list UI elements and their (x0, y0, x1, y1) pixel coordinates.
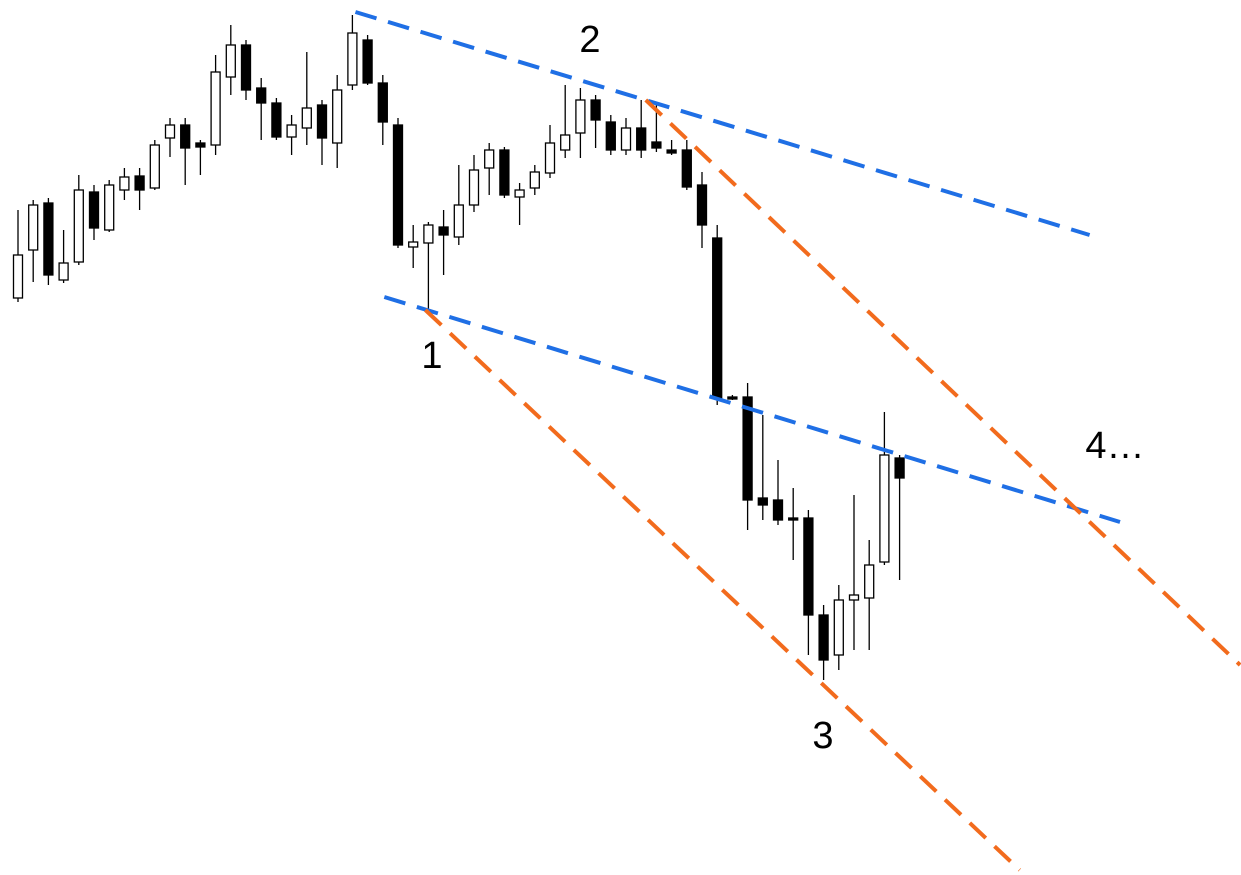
candle-body (590, 99, 601, 121)
candle-body (149, 144, 160, 189)
trendline (354, 10, 1091, 237)
candle-body (28, 204, 39, 251)
candle-body (104, 184, 115, 231)
candle-body (453, 204, 464, 238)
candle-body (848, 594, 860, 601)
annotation: 1 (421, 335, 442, 377)
candle-body (301, 107, 312, 129)
trendline (383, 295, 1121, 524)
candle-body (225, 44, 236, 78)
candle-body (727, 396, 738, 400)
candle-body (681, 149, 692, 188)
candle-body (514, 189, 525, 198)
candle-body (286, 124, 297, 138)
annotation: 3 (812, 715, 833, 757)
trendline (644, 98, 1241, 667)
candle-body (666, 149, 677, 154)
candle-body (560, 134, 571, 151)
candle-body (58, 262, 69, 281)
candle-body (529, 171, 540, 189)
annotation: 4… (1085, 425, 1144, 467)
candle-body (73, 189, 84, 263)
candle-body (772, 499, 784, 521)
candle-body (134, 175, 145, 191)
candle-body (484, 149, 495, 169)
candle-body (316, 104, 328, 139)
candle-body (651, 141, 662, 149)
candle-body (605, 121, 616, 151)
candle-body (757, 497, 768, 506)
candle-body (180, 124, 191, 149)
candle-body (43, 202, 54, 276)
candle-body (332, 89, 343, 144)
candle-body (499, 149, 510, 196)
candle-body (210, 71, 221, 146)
candle-body (408, 241, 419, 248)
candle-body (468, 169, 480, 206)
candle-body (788, 517, 799, 521)
candle-body (438, 226, 449, 236)
candle-body (696, 184, 708, 226)
candle-body (636, 127, 647, 151)
candle-body (833, 599, 844, 656)
candle-body (742, 396, 753, 501)
candle-body (240, 44, 252, 91)
candle-body (256, 87, 267, 104)
candle-body (88, 191, 100, 229)
candle-body (544, 142, 556, 174)
candle-body (864, 564, 875, 599)
candle-body (879, 454, 890, 563)
candle-body (712, 237, 723, 399)
candle-body (818, 614, 829, 661)
candle-body (423, 224, 434, 244)
annotation: 2 (579, 19, 600, 61)
candle-body (392, 124, 404, 246)
candle-body (575, 99, 586, 134)
candle-body (377, 82, 388, 123)
candle-body (119, 176, 130, 191)
candle-body (12, 254, 24, 299)
candle-body (195, 142, 206, 148)
candle-body (164, 124, 176, 139)
candle-body (620, 127, 632, 151)
candle-body (803, 517, 814, 616)
candle-body (347, 32, 358, 86)
candle-body (271, 102, 282, 138)
trendline (423, 308, 1022, 872)
candle-body (362, 39, 373, 84)
candle-body (894, 457, 905, 479)
